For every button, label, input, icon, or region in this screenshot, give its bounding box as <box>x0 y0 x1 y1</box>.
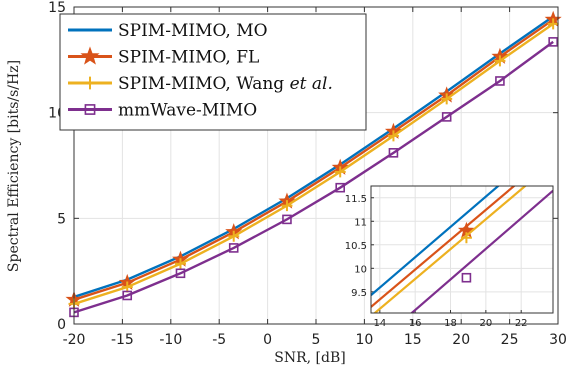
inset-series-line <box>373 186 527 313</box>
legend-label-part: SPIM-MIMO, Wang <box>118 74 290 94</box>
series-3 <box>69 37 558 318</box>
data-point-marker <box>175 268 186 279</box>
x-tick-label: 0 <box>263 332 272 348</box>
series-0 <box>73 15 554 299</box>
y-tick-label: 5 <box>57 211 66 227</box>
data-point-marker <box>282 214 292 225</box>
x-tick-label: 30 <box>549 332 567 348</box>
inset-series-line <box>371 186 500 296</box>
inset-series-group <box>371 186 553 313</box>
legend: SPIM-MIMO, MO SPIM-MIMO, FL SPIM-MIMO, Wan… <box>59 13 367 131</box>
inset-data-point-marker <box>460 232 472 244</box>
inset-y-tick-label: 10 <box>354 264 367 275</box>
x-tick-label: -5 <box>212 332 226 348</box>
inset-y-tick-label: 11 <box>354 217 367 228</box>
y-tick-label: 15 <box>48 0 66 16</box>
data-point-marker <box>335 182 346 193</box>
y-tick-label: 0 <box>57 317 66 333</box>
inset-frame <box>370 185 554 314</box>
data-point-marker <box>495 76 505 86</box>
legend-item: SPIM-MIMO, Wang et al. <box>68 74 333 94</box>
legend-marker <box>84 104 96 115</box>
legend-label: SPIM-MIMO, FL <box>118 48 259 68</box>
legend-item: SPIM-MIMO, FL <box>68 46 259 68</box>
x-tick-label: 25 <box>501 332 519 348</box>
inset-plot: 14 16 18 20 22 9.5 10 10.5 11 11.5 <box>345 185 554 329</box>
inset-series-2 <box>373 186 527 313</box>
x-tick-label: -10 <box>159 332 182 348</box>
data-point-marker <box>494 55 506 67</box>
series-line <box>73 15 554 299</box>
legend-label: SPIM-MIMO, Wang et al. <box>118 74 333 94</box>
inset-data-point-marker <box>461 272 472 283</box>
inset-y-tick-label: 9.5 <box>351 288 367 299</box>
legend-label-part: SPIM-MIMO, MO <box>118 21 268 41</box>
data-point-marker <box>548 37 558 47</box>
inset-y-tick-label: 10.5 <box>345 241 367 252</box>
series-2 <box>68 18 559 310</box>
inset-x-tick-label: 14 <box>373 318 386 329</box>
inset-x-tick-label: 16 <box>409 318 422 329</box>
data-point-marker <box>441 93 453 105</box>
data-point-marker <box>547 18 559 30</box>
inset-series-0 <box>371 186 500 296</box>
inset-series-3 <box>410 189 553 313</box>
y-axis-title: Spectral Efficiency [bits/s/Hz] <box>6 60 22 272</box>
legend-label-part: et al. <box>290 74 333 94</box>
inset-x-tick-label: 22 <box>515 318 528 329</box>
x-tick-label: 20 <box>452 332 470 348</box>
data-point-marker <box>174 258 186 270</box>
x-tick-label: -15 <box>111 332 134 348</box>
x-tick-label: 15 <box>404 332 422 348</box>
inset-series-line <box>410 189 553 313</box>
inset-x-tick-label: 18 <box>444 318 457 329</box>
x-tick-label: 10 <box>355 332 373 348</box>
legend-label-part: SPIM-MIMO, FL <box>118 48 259 68</box>
legend-item: SPIM-MIMO, MO <box>68 21 268 41</box>
legend-label-part: mmWave-MIMO <box>118 101 257 121</box>
plot-frame <box>73 6 559 325</box>
legend-item: mmWave-MIMO <box>68 101 257 121</box>
series-line <box>73 18 554 301</box>
inset-x-tick-label: 20 <box>479 318 492 329</box>
series-line <box>73 22 554 306</box>
data-point-marker <box>441 112 452 122</box>
data-point-marker <box>122 290 133 301</box>
data-point-marker <box>228 243 239 253</box>
legend-label: mmWave-MIMO <box>118 101 257 121</box>
legend-marker <box>83 76 97 90</box>
legend-marker <box>80 46 100 65</box>
data-point-marker <box>281 200 293 212</box>
x-tick-label: 5 <box>312 332 321 348</box>
data-point-marker <box>388 148 399 158</box>
inset-y-tick-label: 11.5 <box>345 194 367 205</box>
data-point-marker <box>228 230 240 242</box>
legend-label: SPIM-MIMO, MO <box>118 21 268 41</box>
x-tick-label: -20 <box>63 332 86 348</box>
data-point-marker <box>334 166 346 178</box>
series-line <box>73 40 554 314</box>
data-point-marker <box>387 130 399 142</box>
x-axis-title: SNR, [dB] <box>274 350 345 366</box>
